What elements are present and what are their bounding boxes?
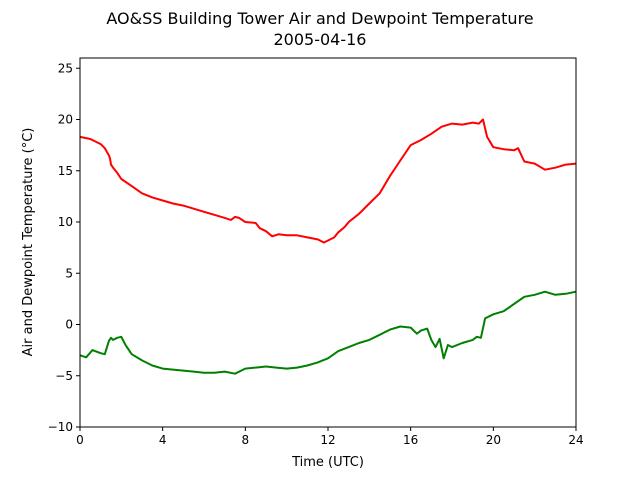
y-tick-label: 20 [58, 113, 73, 127]
y-tick-label: 25 [58, 61, 73, 75]
x-tick-label: 0 [76, 433, 84, 447]
y-tick-label: 5 [65, 266, 73, 280]
plot-background [80, 58, 576, 427]
plot-area [80, 58, 576, 427]
chart-title: AO&SS Building Tower Air and Dewpoint Te… [106, 9, 533, 28]
y-tick-label: −10 [48, 420, 73, 434]
series-line-0 [79, 118, 577, 244]
x-tick-label: 24 [568, 433, 583, 447]
x-tick-label: 12 [320, 433, 335, 447]
series-layer [79, 118, 577, 375]
y-tick-label: −5 [55, 369, 73, 383]
series-line-1 [79, 290, 577, 375]
x-tick-label: 16 [403, 433, 418, 447]
y-tick-label: 15 [58, 164, 73, 178]
x-tick-label: 20 [486, 433, 501, 447]
chart-subtitle: 2005-04-16 [274, 30, 367, 49]
x-axis-label: Time (UTC) [291, 455, 364, 470]
x-tick-label: 8 [242, 433, 250, 447]
y-tick-label: 10 [58, 215, 73, 229]
x-tick-label: 4 [159, 433, 167, 447]
y-tick-label: 0 [65, 318, 73, 332]
y-axis-label: Air and Dewpoint Temperature (°C) [21, 128, 36, 357]
axes-layer: 0 4 8 12 16 20 24 −10 −5 0 5 10 15 20 25 [48, 57, 584, 447]
